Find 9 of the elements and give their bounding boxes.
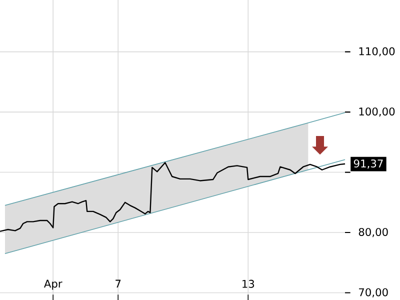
y-tick-label: 100,00 — [359, 107, 395, 117]
x-tick-label: 7 — [116, 280, 121, 288]
y-tick-label: 80,00 — [358, 228, 388, 238]
annotation: 91,37 — [354, 159, 383, 169]
y-tick-label: 110,00 — [359, 47, 395, 56]
x-tick-label: Apr — [44, 280, 62, 290]
x-tick-label: 13 — [242, 280, 254, 288]
y-tick-label: 70,00 — [359, 288, 388, 298]
line-series — [0, 162, 346, 232]
